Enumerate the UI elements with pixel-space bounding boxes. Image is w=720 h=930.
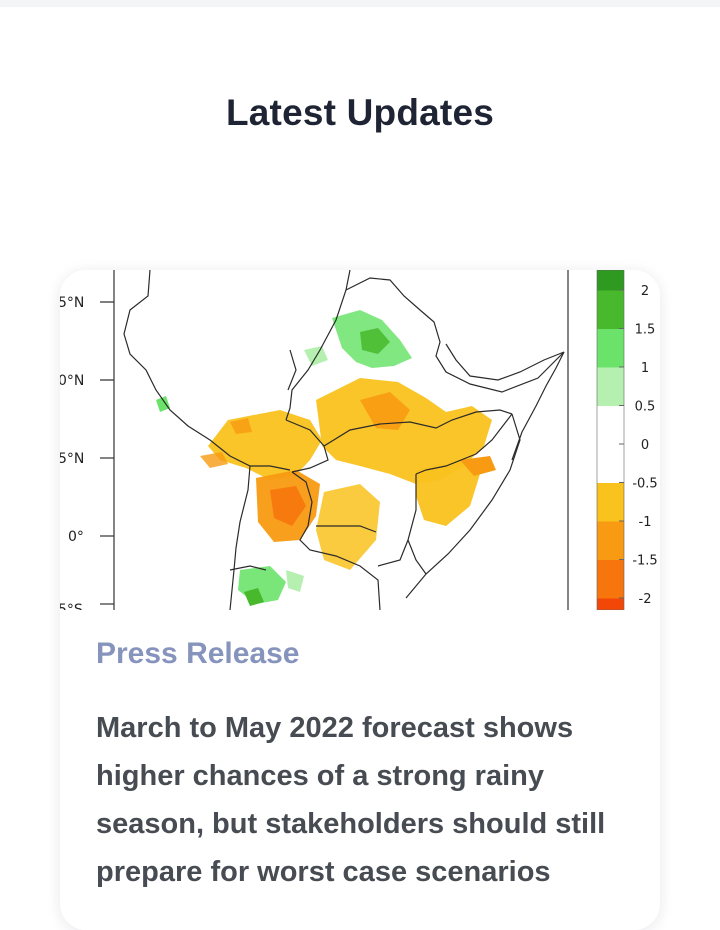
card-category[interactable]: Press Release — [96, 637, 300, 670]
card-headline[interactable]: March to May 2022 forecast shows higher … — [96, 712, 606, 888]
dry-anomaly-patches — [200, 378, 496, 570]
legend-swatch — [597, 560, 624, 599]
legend-labels: 2 1.5 1 0.5 0 -0.5 -1 -1.5 -2 — [632, 284, 657, 607]
legend-tick-label: -2 — [639, 592, 652, 607]
map-axes — [100, 270, 569, 610]
legend-tick-label: 0.5 — [635, 400, 656, 415]
legend-tick-label: 1 — [641, 361, 649, 376]
legend-swatch — [597, 444, 624, 483]
lat-label: 0° — [68, 529, 84, 545]
legend-tick-label: 0 — [641, 438, 649, 453]
update-card[interactable]: 5°N 0°N 5°N 0° 5°S 2 1.5 1 0.5 0 -0.5 -1 -1.5 -2… — [60, 270, 660, 930]
legend-tick-label: 1.5 — [635, 323, 656, 338]
legend-bar — [596, 270, 625, 610]
legend-swatch — [597, 270, 624, 291]
lat-label: 0°N — [60, 373, 84, 389]
legend-swatch — [597, 406, 624, 445]
legend-tick-label: -1 — [639, 515, 652, 530]
lat-label: 5°S — [60, 602, 83, 610]
legend-tick-label: -0.5 — [632, 477, 657, 492]
legend-tick-label: 2 — [641, 284, 649, 299]
legend-swatch — [597, 329, 624, 368]
lat-label: 5°N — [60, 451, 84, 467]
legend-swatch — [597, 521, 624, 560]
legend-tick-label: -1.5 — [632, 554, 657, 569]
forecast-map: 5°N 0°N 5°N 0° 5°S 2 1.5 1 0.5 0 -0.5 -1 -1.5 -2 — [60, 270, 660, 610]
section-title: Latest Updates — [225, 92, 495, 133]
lat-label: 5°N — [60, 295, 84, 311]
top-strip — [0, 0, 720, 7]
legend-swatch — [597, 290, 624, 329]
legend-swatch — [597, 598, 624, 610]
legend-frame — [596, 270, 625, 610]
legend-swatch — [597, 367, 624, 406]
forecast-map-image[interactable]: 5°N 0°N 5°N 0° 5°S 2 1.5 1 0.5 0 -0.5 -1 -1.5 -2 — [60, 270, 660, 610]
wet-anomaly-patches — [156, 310, 412, 606]
country-borders — [123, 270, 565, 610]
legend-swatch — [597, 483, 624, 522]
